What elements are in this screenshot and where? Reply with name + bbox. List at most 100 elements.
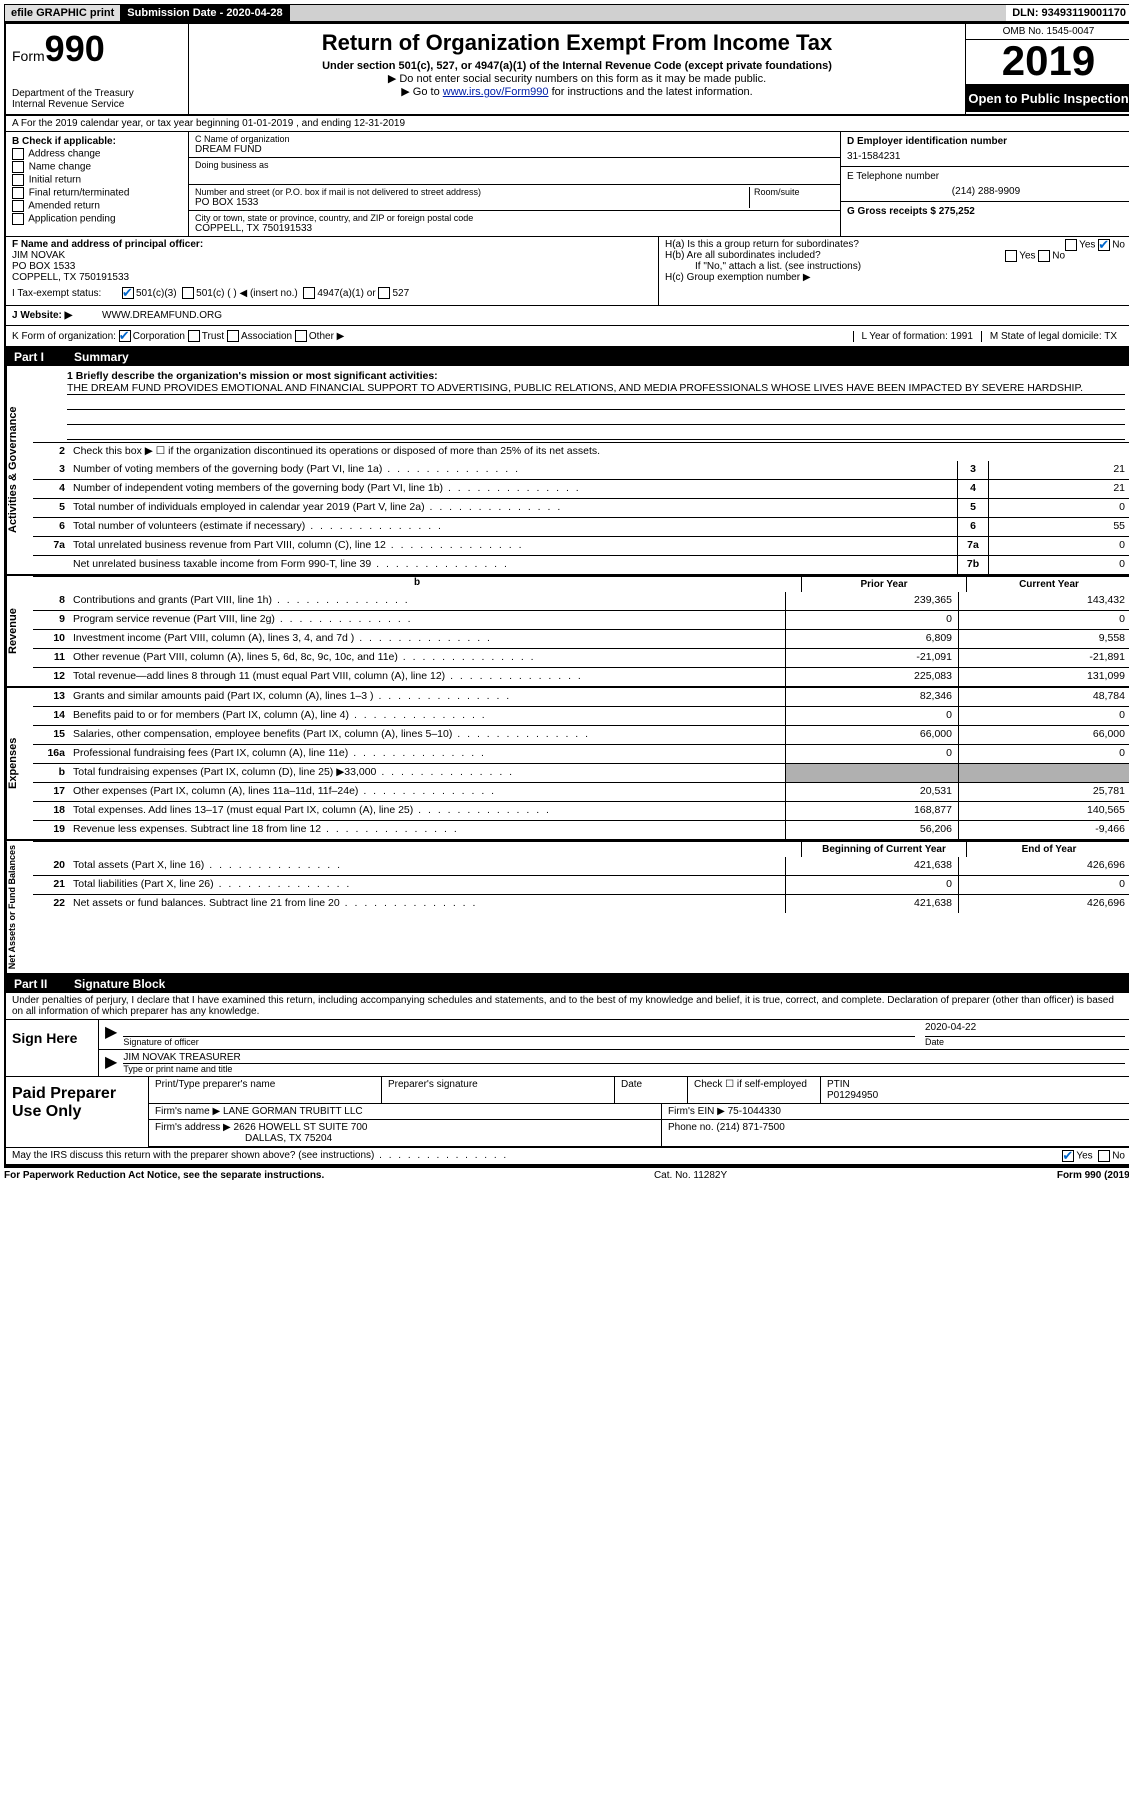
ssn-note: ▶ Do not enter social security numbers o… (197, 72, 957, 85)
cb-4947[interactable] (303, 287, 315, 299)
part1-header: Part ISummary (6, 348, 1129, 366)
vlabel-revenue: Revenue (6, 576, 33, 686)
col-current-year: Current Year (966, 577, 1129, 592)
form-title: Return of Organization Exempt From Incom… (197, 30, 957, 56)
line-22: 22Net assets or fund balances. Subtract … (33, 894, 1129, 913)
mission-block: 1 Briefly describe the organization's mi… (33, 366, 1129, 442)
footer-right: Form 990 (2019) (1057, 1170, 1129, 1181)
state-domicile: M State of legal domicile: TX (981, 331, 1125, 342)
sig-date: 2020-04-22 (925, 1022, 1125, 1037)
gov-line-6: 6Total number of volunteers (estimate if… (33, 517, 1129, 536)
vlabel-expenses: Expenses (6, 688, 33, 839)
gov-line-4: 4Number of independent voting members of… (33, 479, 1129, 498)
sig-officer-label: Signature of officer (123, 1037, 915, 1047)
line-18: 18Total expenses. Add lines 13–17 (must … (33, 801, 1129, 820)
line2: Check this box ▶ ☐ if the organization d… (69, 443, 1129, 461)
dept-treasury: Department of the Treasury (12, 88, 182, 99)
line-15: 15Salaries, other compensation, employee… (33, 725, 1129, 744)
checkbox-amended-return[interactable]: Amended return (12, 200, 182, 212)
korg-trust[interactable] (188, 330, 200, 342)
line-10: 10Investment income (Part VIII, column (… (33, 629, 1129, 648)
form-subtitle: Under section 501(c), 527, or 4947(a)(1)… (197, 60, 957, 72)
line-14: 14Benefits paid to or for members (Part … (33, 706, 1129, 725)
line-b: bTotal fundraising expenses (Part IX, co… (33, 763, 1129, 782)
gov-line-7b: Net unrelated business taxable income fr… (33, 555, 1129, 574)
line-12: 12Total revenue—add lines 8 through 11 (… (33, 667, 1129, 686)
cb-527[interactable] (378, 287, 390, 299)
gov-line-7a: 7aTotal unrelated business revenue from … (33, 536, 1129, 555)
vlabel-netassets: Net Assets or Fund Balances (6, 841, 33, 973)
ha-yes[interactable] (1065, 239, 1077, 251)
paid-preparer-label: Paid Preparer Use Only (6, 1077, 149, 1147)
col-end: End of Year (966, 842, 1129, 857)
line-16a: 16aProfessional fundraising fees (Part I… (33, 744, 1129, 763)
discuss-no[interactable] (1098, 1150, 1110, 1162)
checkbox-final-return-terminated[interactable]: Final return/terminated (12, 187, 182, 199)
section-c-dba: Doing business as (189, 158, 840, 185)
section-h: H(a) Is this a group return for subordin… (659, 237, 1129, 305)
row-a-period: A For the 2019 calendar year, or tax yea… (6, 116, 1129, 132)
section-g: G Gross receipts $ 275,252 (841, 202, 1129, 221)
line-21: 21Total liabilities (Part X, line 26)00 (33, 875, 1129, 894)
tax-year: 2019 (966, 40, 1129, 85)
section-c-name: C Name of organization DREAM FUND (189, 132, 840, 158)
top-bar: efile GRAPHIC print Submission Date - 20… (4, 4, 1129, 22)
section-f: F Name and address of principal officer:… (12, 239, 652, 283)
line-20: 20Total assets (Part X, line 16)421,6384… (33, 857, 1129, 875)
efile-print-button[interactable]: efile GRAPHIC print (5, 5, 121, 21)
dln: DLN: 93493119001170 (1006, 5, 1129, 21)
checkbox-initial-return[interactable]: Initial return (12, 174, 182, 186)
prep-sig-label: Preparer's signature (382, 1077, 615, 1103)
prep-date-label: Date (615, 1077, 688, 1103)
open-public-badge: Open to Public Inspection (966, 85, 1129, 112)
korg-assoc[interactable] (227, 330, 239, 342)
firm-addr: 2626 HOWELL ST SUITE 700 (234, 1122, 368, 1133)
footer-left: For Paperwork Reduction Act Notice, see … (4, 1170, 324, 1181)
firm-ein: 75-1044330 (728, 1106, 781, 1117)
section-d: D Employer identification number 31-1584… (841, 132, 1129, 167)
checkbox-application-pending[interactable]: Application pending (12, 213, 182, 225)
irs-label: Internal Revenue Service (12, 99, 182, 110)
sig-name: JIM NOVAK TREASURER (123, 1052, 1125, 1064)
discuss-yes[interactable] (1062, 1150, 1074, 1162)
sig-intro: Under penalties of perjury, I declare th… (6, 993, 1129, 1019)
goto-note: ▶ Go to www.irs.gov/Form990 for instruct… (197, 85, 957, 98)
korg-label: K Form of organization: (12, 331, 116, 342)
line-9: 9Program service revenue (Part VIII, lin… (33, 610, 1129, 629)
firm-phone: (214) 871-7500 (716, 1122, 784, 1133)
gov-line-3: 3Number of voting members of the governi… (33, 461, 1129, 479)
section-c-city: City or town, state or province, country… (189, 211, 840, 236)
line-13: 13Grants and similar amounts paid (Part … (33, 688, 1129, 706)
cb-501c3[interactable] (122, 287, 134, 299)
korg-corp[interactable] (119, 330, 131, 342)
section-c-addr: Number and street (or P.O. box if mail i… (189, 185, 840, 211)
prep-selfemp: Check ☐ if self-employed (688, 1077, 821, 1103)
cb-501c[interactable] (182, 287, 194, 299)
website-label: J Website: ▶ (12, 310, 102, 321)
part2-header: Part IISignature Block (6, 975, 1129, 993)
hb-yes[interactable] (1005, 250, 1017, 262)
line-8: 8Contributions and grants (Part VIII, li… (33, 592, 1129, 610)
korg-other[interactable] (295, 330, 307, 342)
footer-cat: Cat. No. 11282Y (654, 1170, 727, 1181)
prep-name-label: Print/Type preparer's name (149, 1077, 382, 1103)
section-b: B Check if applicable: Address change Na… (6, 132, 189, 236)
col-beginning: Beginning of Current Year (801, 842, 966, 857)
tax-status-label: I Tax-exempt status: (12, 288, 122, 299)
hb-no[interactable] (1038, 250, 1050, 262)
col-prior-year: Prior Year (801, 577, 966, 592)
vlabel-governance: Activities & Governance (6, 366, 33, 574)
gov-line-5: 5Total number of individuals employed in… (33, 498, 1129, 517)
sign-here-label: Sign Here (6, 1020, 99, 1076)
submission-date: Submission Date - 2020-04-28 (121, 5, 289, 21)
firm-name: LANE GORMAN TRUBITT LLC (223, 1106, 363, 1117)
checkbox-address-change[interactable]: Address change (12, 148, 182, 160)
ha-no[interactable] (1098, 239, 1110, 251)
year-formation: L Year of formation: 1991 (853, 331, 981, 342)
irs-link[interactable]: www.irs.gov/Form990 (443, 86, 549, 98)
checkbox-name-change[interactable]: Name change (12, 161, 182, 173)
ptin: P01294950 (827, 1090, 878, 1101)
form-container: Form990 Department of the Treasury Inter… (4, 22, 1129, 1168)
discuss-row: May the IRS discuss this return with the… (6, 1147, 1129, 1164)
website-value: WWW.DREAMFUND.ORG (102, 310, 222, 321)
